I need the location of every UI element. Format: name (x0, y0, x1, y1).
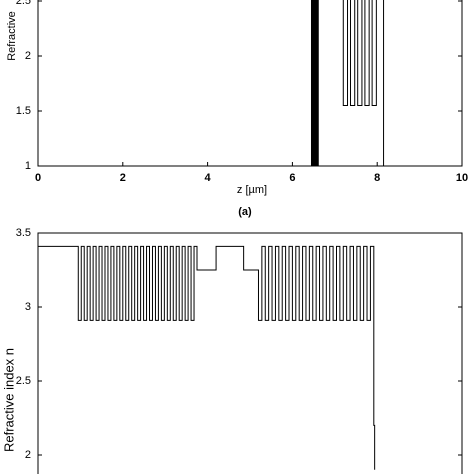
x-tick-label: 10 (456, 172, 468, 184)
y-tick-label: 3 (25, 301, 31, 313)
y-tick-label: 1.5 (16, 105, 31, 117)
axes-frame (37, 232, 463, 474)
y-tick-label: 2.5 (16, 375, 31, 387)
y-tick-label: 2.5 (16, 0, 31, 7)
x-tick-label: 6 (289, 172, 295, 184)
y-tick-label: 1 (25, 160, 31, 172)
y-tick-label: 3.5 (16, 227, 31, 239)
profile-line (38, 0, 429, 166)
y-tick-label: 2 (25, 50, 31, 62)
axes-frame (37, 0, 463, 167)
profile-line (38, 245, 376, 470)
y-tick-label: 2 (25, 449, 31, 461)
x-tick-label: 0 (35, 172, 41, 184)
y-axis-label: Refractive index n (1, 348, 16, 452)
x-tick-label: 4 (205, 172, 212, 184)
caption: (a) (238, 206, 252, 218)
y-axis-label: Refractive (6, 11, 18, 61)
x-tick-label: 2 (120, 172, 126, 184)
x-axis-label: z [µm] (237, 184, 267, 196)
x-tick-label: 8 (374, 172, 380, 184)
